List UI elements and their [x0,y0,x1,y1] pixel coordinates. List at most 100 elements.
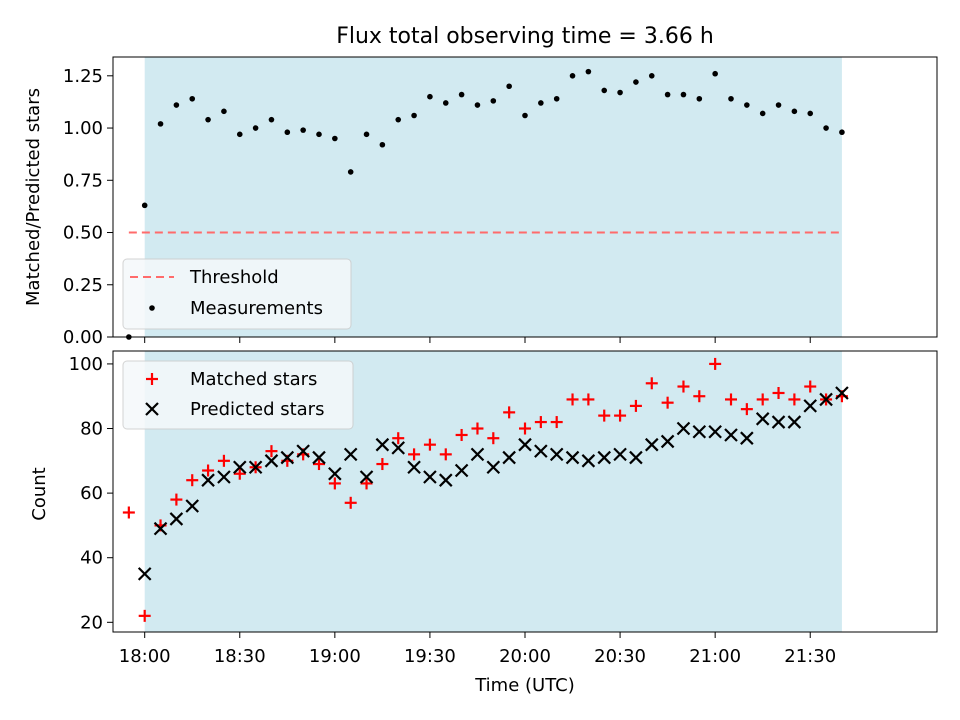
measurement-points [126,68,845,340]
matched-star-point [772,386,785,399]
predicted-star-point [708,424,722,439]
predicted-star-point [312,450,326,465]
matched-star-point [804,380,817,393]
measurement-point [696,95,703,102]
predicted-star-point [343,447,358,462]
measurement-point [601,87,608,94]
predicted-star-point [248,460,263,475]
measurement-point [617,89,623,96]
bottom-y-tick-label: 20 [80,612,103,633]
predicted-star-point [391,441,406,455]
predicted-star-point [185,499,200,513]
matched-star-point [740,403,753,416]
measurement-point [553,95,560,102]
measurement-point [538,100,544,106]
predicted-star-point [644,437,659,452]
predicted-star-point [153,521,168,536]
x-tick-label: 21:00 [689,646,741,667]
measurement-point [807,110,814,117]
matched-star-point [725,393,737,406]
measurement-point [522,112,528,119]
predicted-star-point [724,428,738,442]
predicted-star-point [137,567,152,581]
predicted-star-point [407,460,421,475]
predicted-stars-points [137,386,849,581]
matched-star-point [534,416,547,429]
bottom-y-ticks: 20 40 60 80 100 [69,354,113,633]
matched-legend-marker [146,373,158,385]
predicted-star-point [613,447,627,462]
measurement-point [728,95,734,102]
matched-star-point [598,409,611,422]
matched-star-point [677,380,690,393]
matched-star-point [360,477,373,490]
matched-star-point [392,432,405,445]
top-legend-box [122,258,352,330]
bottom-x-ticks: 18:00 18:30 19:00 19:30 20:00 20:30 21:00 21:30 [119,632,836,667]
top-x-ticks [144,337,811,343]
matched-star-point [788,393,801,406]
measurement-point [268,116,275,123]
matched-star-point [217,454,230,467]
matched-star-point [503,406,516,419]
matched-star-point [344,496,357,509]
chart-title: Flux total observing time = 3.66 h [336,24,714,49]
measurement-point [823,125,829,131]
bottom-y-axis-label: Count [29,467,50,520]
measurement-point [411,112,417,119]
matched-star-point [202,464,215,477]
predicted-star-point [660,434,675,449]
predicted-star-point [328,466,342,481]
predicted-star-point [581,454,596,468]
predicted-star-point [755,412,770,426]
predicted-legend-swatch [145,402,159,416]
threshold-legend-label: Threshold [189,267,279,288]
predicted-star-point [787,415,802,429]
x-tick-label: 18:00 [119,646,171,667]
matched-star-point [550,416,563,429]
measurement-point [379,141,386,148]
matched-star-point [439,448,452,461]
matched-star-point [519,422,531,435]
top-y-axis-label: Matched/Predicted stars [23,88,44,306]
predicted-star-point [296,444,310,458]
measurement-point [585,68,592,75]
predicted-star-point [597,450,612,465]
predicted-star-point [423,470,437,484]
measurement-point [395,116,402,123]
top-y-tick-label: 0.25 [63,275,103,296]
matched-star-point [566,393,579,406]
measurement-point [347,169,354,175]
matched-star-point [582,393,595,406]
bottom-y-tick-label: 100 [69,354,103,375]
measurement-point [141,202,148,209]
matched-star-point [408,448,421,461]
measurement-point [744,102,750,108]
predicted-star-point [835,386,849,400]
predicted-star-point [549,447,564,462]
matched-star-point [471,422,484,435]
measurement-point [490,98,497,104]
measurement-point [284,129,291,136]
measurement-point [442,100,449,106]
predicted-star-point [217,470,231,484]
measurement-point [458,91,465,98]
bottom-panel: 20 40 60 80 100 18:00 18:30 19:00 19:30 20:00 20:… [29,350,938,696]
matched-star-point [614,409,627,422]
bottom-legend-box [122,360,354,430]
measurement-point [173,102,180,108]
matched-star-point [328,477,341,490]
predicted-star-point [502,450,516,465]
top-y-tick-label: 0.50 [63,223,103,244]
predicted-star-point [692,424,707,439]
top-y-tick-label: 0.00 [63,327,103,348]
predicted-star-point [740,431,754,445]
measurement-point [221,108,227,115]
measurement-point [569,73,576,79]
x-tick-label: 21:30 [784,646,836,667]
measurement-point [791,108,798,115]
matched-star-point [709,357,722,370]
predicted-star-point [534,444,548,458]
top-legend: Threshold Measurements [122,258,352,330]
x-tick-label: 20:00 [499,646,551,667]
